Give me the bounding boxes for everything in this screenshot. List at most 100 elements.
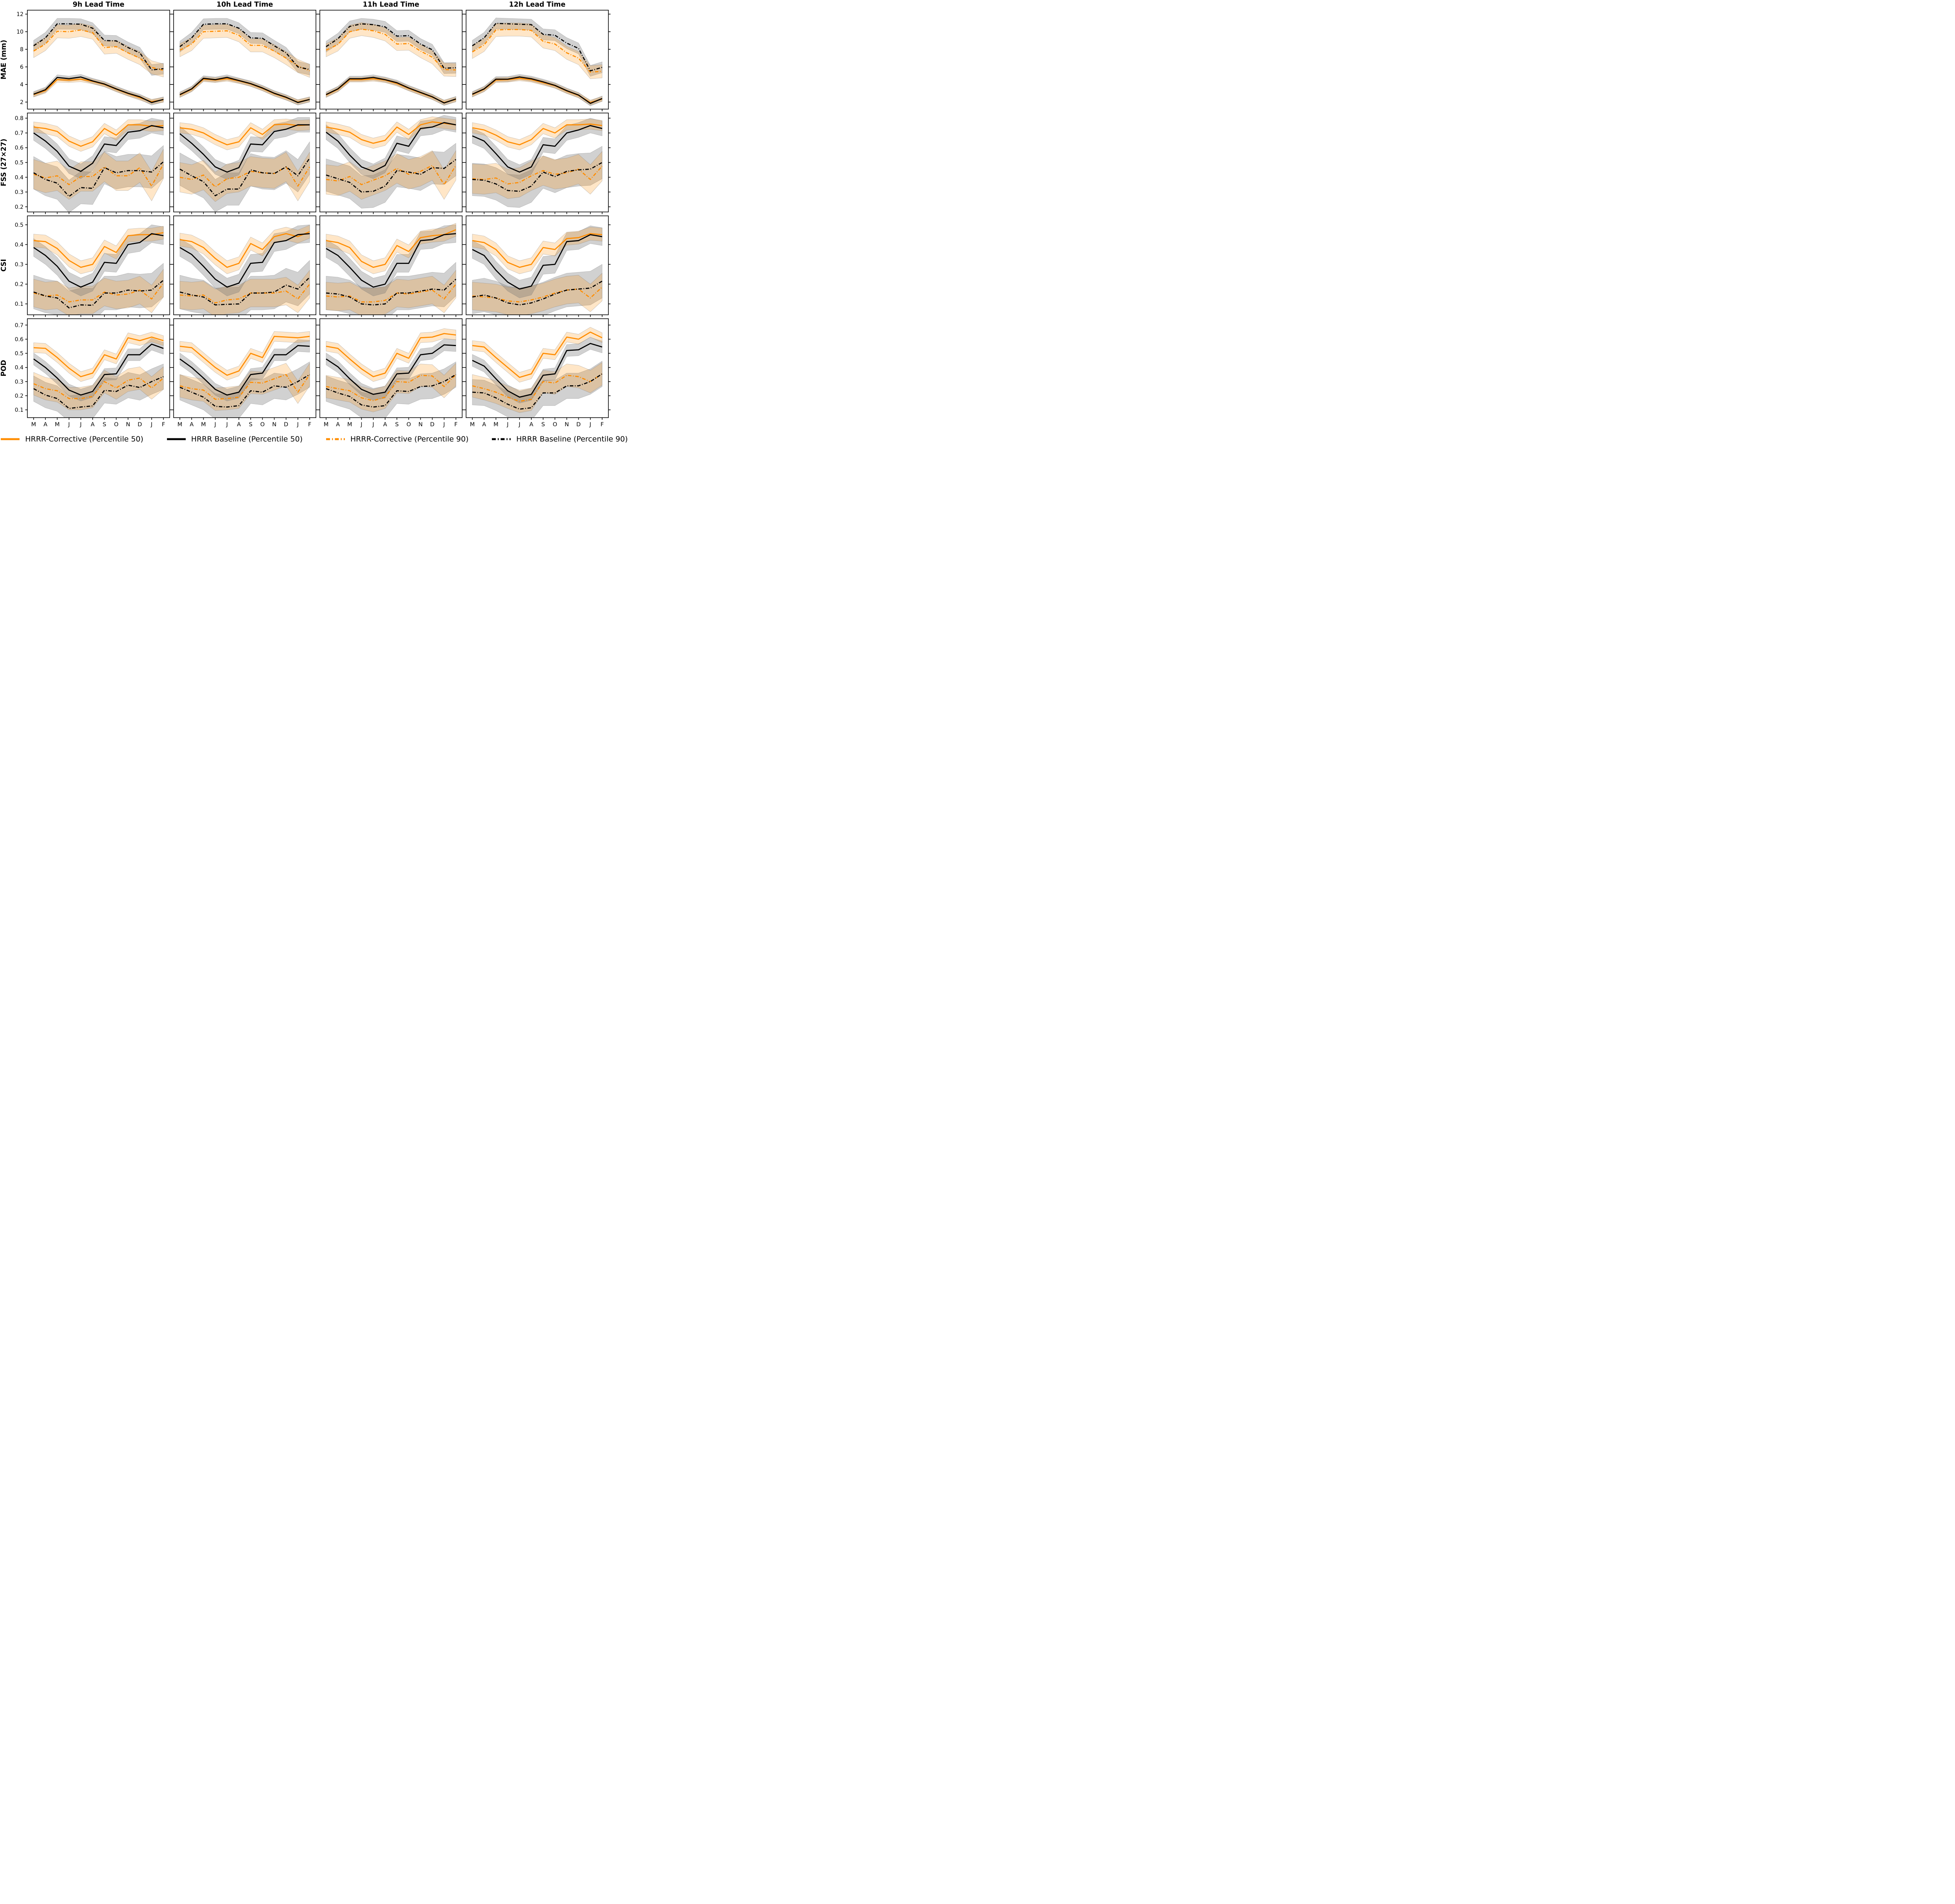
y-axis-label-pod: POD [0, 360, 8, 376]
y-tick-label: 0.3 [15, 189, 23, 196]
legend-item-corrective-p90: HRRR-Corrective (Percentile 90) [325, 435, 468, 443]
line-hrrr-baseline-percentile-90 [472, 373, 603, 410]
band-hrrr-corrective-percentile-50 [33, 332, 164, 382]
y-tick-label: 6 [20, 64, 23, 70]
band-hrrr-corrective-percentile-90 [326, 362, 456, 412]
line-hrrr-corrective-percentile-90 [326, 284, 457, 303]
band-hrrr-baseline-percentile-90 [472, 146, 603, 208]
panel-border [319, 10, 463, 109]
x-tick-label-month: S [395, 422, 398, 428]
y-tick-label: 2 [20, 99, 23, 106]
y-tick-label: 0.2 [15, 282, 23, 288]
band-hrrr-baseline-percentile-90 [326, 262, 456, 315]
y-tick-label: 0.4 [15, 242, 23, 248]
x-tick-label-month: D [138, 422, 142, 428]
panel-border [173, 215, 316, 315]
panel-border [27, 215, 170, 315]
line-hrrr-baseline-percentile-90 [472, 23, 603, 72]
panel-border [319, 215, 463, 315]
x-tick-label-month: J [226, 422, 228, 428]
x-tick-label-month: A [336, 422, 340, 428]
y-tick-label: 0.7 [15, 130, 23, 136]
line-hrrr-baseline-percentile-90 [33, 376, 164, 409]
y-axis-label-fss-27-27: FSS (27×27) [0, 139, 8, 187]
band-hrrr-baseline-percentile-90 [179, 141, 310, 212]
line-hrrr-baseline-percentile-50 [33, 125, 164, 172]
panel-border [319, 318, 463, 418]
band-hrrr-baseline-percentile-50 [33, 118, 164, 179]
legend-label: HRRR Baseline (Percentile 90) [516, 435, 628, 443]
x-tick-label-month: D [430, 422, 434, 428]
x-tick-label-month: S [249, 422, 252, 428]
panel-border [27, 318, 170, 418]
y-tick-label: 0.2 [15, 393, 23, 399]
x-tick-label-month: J [443, 422, 445, 428]
line-hrrr-baseline-percentile-50 [472, 343, 603, 398]
line-hrrr-baseline-percentile-50 [472, 125, 603, 173]
band-hrrr-corrective-percentile-50 [326, 223, 456, 274]
band-hrrr-corrective-percentile-90 [179, 269, 310, 315]
line-hrrr-corrective-percentile-90 [472, 165, 603, 185]
band-hrrr-corrective-percentile-90 [472, 151, 603, 199]
line-hrrr-corrective-percentile-50 [179, 336, 310, 376]
x-tick-label-month: A [383, 422, 387, 428]
x-tick-label-month: M [178, 422, 183, 428]
line-hrrr-baseline-percentile-90 [326, 278, 456, 306]
x-tick-label-month: J [589, 422, 591, 428]
line-hrrr-baseline-percentile-90 [326, 159, 456, 193]
line-hrrr-corrective-percentile-90 [179, 166, 310, 188]
plot-area [27, 216, 170, 315]
x-tick-label-month: M [55, 422, 60, 428]
y-tick-label: 0.3 [15, 262, 23, 268]
line-hrrr-baseline-percentile-90 [179, 276, 310, 306]
line-hrrr-baseline-percentile-90 [179, 374, 310, 408]
x-tick-label-month: O [553, 422, 557, 428]
legend-line-corrective-p90-icon [326, 438, 345, 440]
x-tick-label-month: O [260, 422, 265, 428]
band-hrrr-corrective-percentile-90 [179, 24, 310, 78]
y-tick-label: 0.5 [15, 160, 23, 166]
y-tick-label: 0.5 [15, 351, 23, 357]
line-hrrr-corrective-percentile-90 [472, 287, 603, 303]
band-hrrr-baseline-percentile-50 [33, 338, 164, 401]
panel-fss-27-27-11h-lead-time [317, 113, 465, 214]
x-tick-label-month: D [284, 422, 288, 428]
band-hrrr-corrective-percentile-90 [326, 22, 456, 77]
line-hrrr-baseline-percentile-50 [33, 233, 164, 288]
x-tick-label-month: S [541, 422, 545, 428]
line-hrrr-baseline-percentile-50 [33, 343, 164, 396]
x-tick-label-month: F [454, 422, 457, 428]
y-tick-label: 0.3 [15, 379, 23, 385]
panel-border [466, 10, 609, 109]
x-tick-label-month: A [43, 422, 47, 428]
line-hrrr-corrective-percentile-50 [179, 123, 310, 145]
legend-label: HRRR-Corrective (Percentile 50) [25, 435, 143, 443]
panel-csi-10h-lead-time [171, 215, 318, 317]
y-tick-label: 0.4 [15, 174, 23, 181]
band-hrrr-corrective-percentile-50 [33, 226, 164, 274]
y-axis-label-csi: CSI [0, 259, 8, 271]
band-hrrr-baseline-percentile-50 [326, 115, 456, 179]
x-tick-label-month: S [102, 422, 106, 428]
line-hrrr-baseline-percentile-50 [326, 122, 456, 172]
panel-fss-27-27-10h-lead-time [171, 113, 318, 214]
line-hrrr-baseline-percentile-90 [326, 374, 456, 408]
band-hrrr-corrective-percentile-90 [472, 362, 603, 413]
panel-csi-11h-lead-time [317, 215, 465, 317]
line-hrrr-corrective-percentile-50 [33, 124, 164, 147]
plot-area [174, 319, 316, 418]
band-hrrr-corrective-percentile-90 [33, 366, 164, 410]
band-hrrr-corrective-percentile-90 [33, 149, 164, 201]
line-hrrr-corrective-percentile-90 [179, 284, 310, 303]
band-hrrr-baseline-percentile-90 [33, 18, 164, 76]
y-tick-label: 8 [20, 47, 23, 53]
panel-border [466, 318, 609, 418]
line-hrrr-corrective-percentile-50 [326, 333, 456, 377]
y-tick-label: 0.6 [15, 145, 23, 151]
x-tick-label-month: N [418, 422, 423, 428]
line-hrrr-corrective-percentile-50 [472, 331, 603, 378]
x-tick-label-month: M [201, 422, 206, 428]
band-hrrr-baseline-percentile-90 [472, 264, 603, 315]
panel-mae-mm-9h-lead-time: 2 4 6 8 10 12 9h Lead Time [16, 1, 172, 111]
